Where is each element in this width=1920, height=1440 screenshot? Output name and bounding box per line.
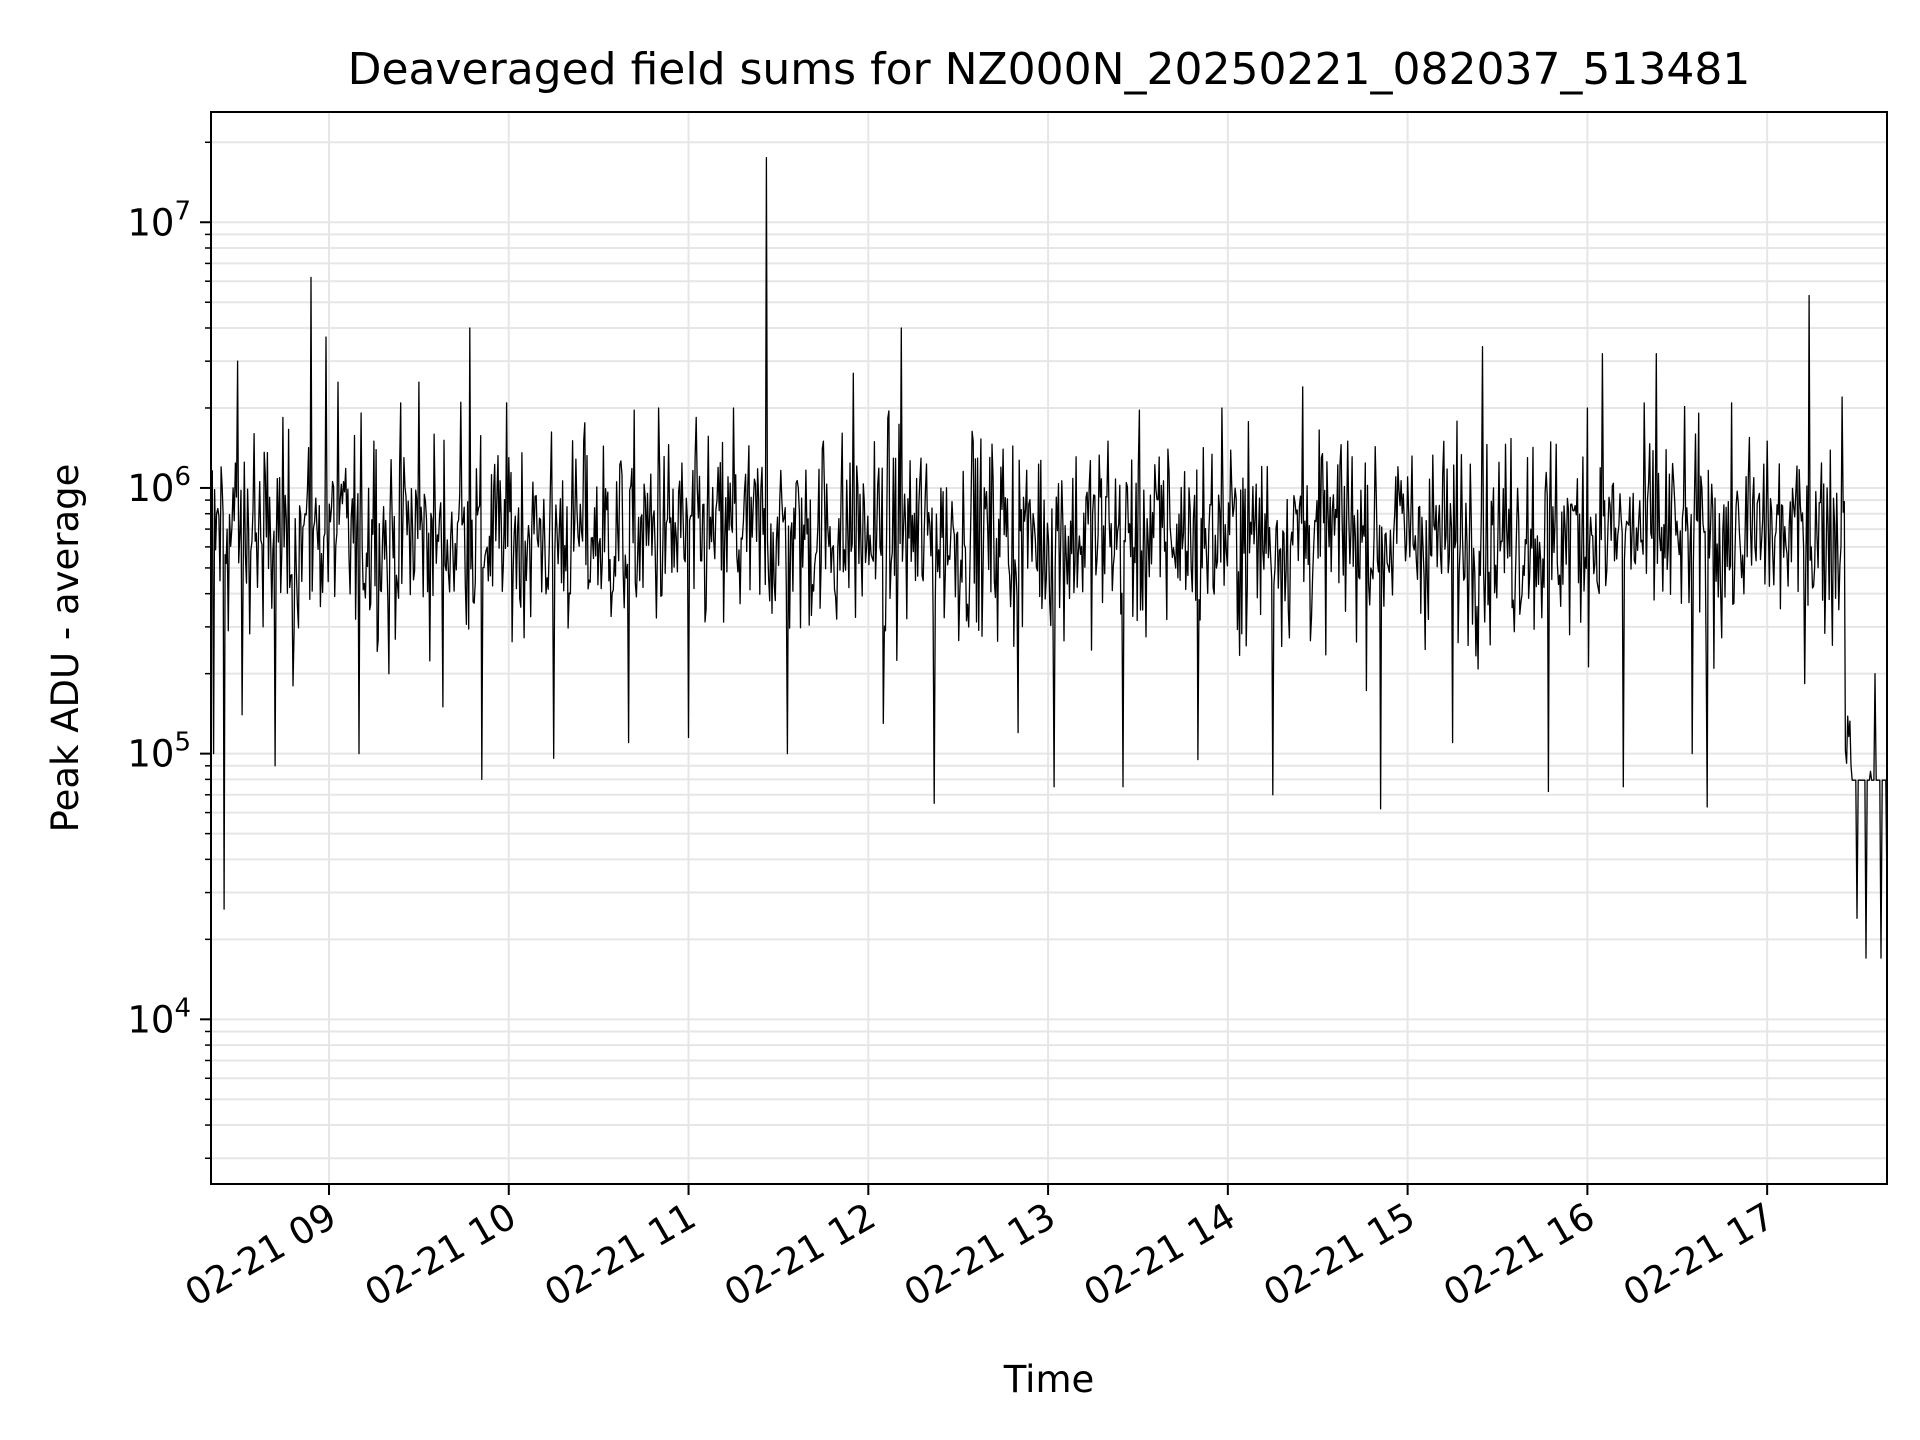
- y-tick-label: 106: [127, 462, 191, 510]
- series-line: [210, 157, 1888, 959]
- chart-title: Deaveraged field sums for NZ000N_2025022…: [348, 44, 1751, 95]
- y-tick-label: 105: [127, 728, 191, 776]
- x-axis-label: Time: [1003, 1358, 1095, 1401]
- plot-area: [210, 157, 1888, 959]
- y-axis: 104 105 106 107: [127, 141, 211, 1160]
- y-tick-label: 104: [127, 993, 191, 1041]
- y-tick-label: 107: [127, 196, 191, 244]
- y-axis-label: Peak ADU - average: [44, 464, 87, 833]
